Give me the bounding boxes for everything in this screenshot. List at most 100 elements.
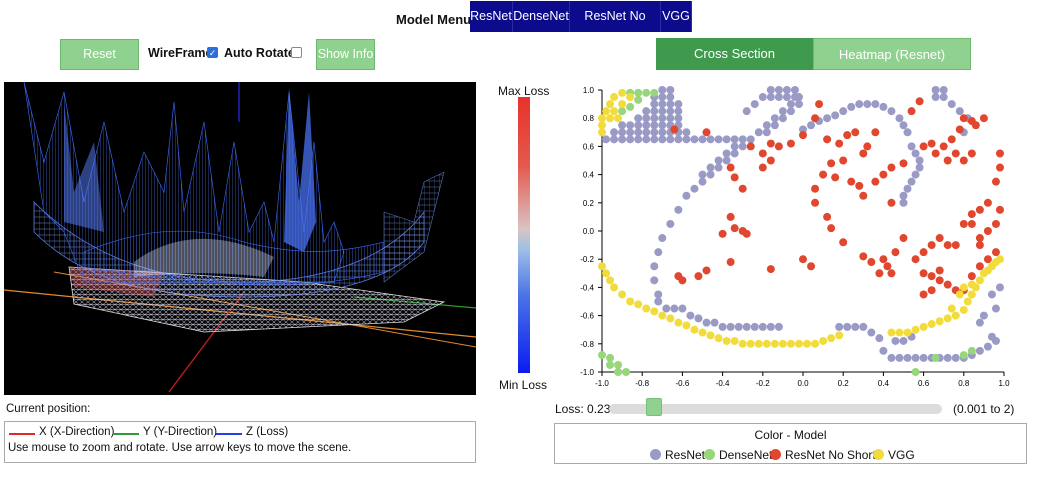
point-resnet xyxy=(987,290,996,299)
point-vgg xyxy=(634,300,643,309)
point-resnet xyxy=(730,135,739,144)
point-resnet xyxy=(722,149,731,158)
point-resnet xyxy=(911,353,920,362)
loss-range-label: (0.001 to 2) xyxy=(953,402,1015,416)
point-vgg xyxy=(835,331,844,340)
loss-surface-3d-view[interactable] xyxy=(4,82,476,395)
point-resnet xyxy=(979,311,988,320)
wireframe-checkbox[interactable]: ✓ xyxy=(207,47,218,58)
model-vgg-button[interactable]: VGG xyxy=(661,1,692,32)
point-vgg xyxy=(911,325,920,334)
auto-rotate-checkbox[interactable] xyxy=(291,47,302,58)
point-resnet-no-short xyxy=(919,142,928,151)
point-resnet xyxy=(674,100,683,109)
model-resnet-no-short-button[interactable]: ResNet No Short xyxy=(570,1,661,54)
axis-info-box: X (X-Direction) Y (Y-Direction) Z (Loss)… xyxy=(4,421,476,463)
point-resnet xyxy=(947,100,956,109)
point-resnet xyxy=(951,353,960,362)
point-resnet xyxy=(774,86,783,94)
point-resnet-no-short xyxy=(991,219,1000,228)
point-resnet xyxy=(666,135,675,144)
point-vgg xyxy=(819,336,828,345)
point-vgg xyxy=(598,121,606,130)
tab-cross-section[interactable]: Cross Section xyxy=(656,38,813,70)
point-vgg xyxy=(626,93,635,102)
point-vgg xyxy=(610,93,619,102)
y-tick-label: 1.0 xyxy=(583,86,595,95)
point-resnet-no-short xyxy=(983,198,992,207)
point-resnet xyxy=(799,125,807,134)
point-resnet-no-short xyxy=(995,205,1004,214)
point-resnet-no-short xyxy=(839,238,848,247)
point-densenet xyxy=(614,360,623,369)
point-resnet xyxy=(790,86,799,94)
point-resnet xyxy=(931,86,940,94)
tab-heatmap-resnet[interactable]: Heatmap (Resnet) xyxy=(813,38,971,70)
point-resnet xyxy=(839,107,848,116)
x-tick-label: -0.8 xyxy=(635,379,649,388)
point-vgg xyxy=(650,307,659,316)
point-resnet-no-short xyxy=(730,224,739,233)
point-vgg xyxy=(975,276,984,285)
point-resnet xyxy=(738,135,747,144)
point-resnet-no-short xyxy=(927,139,936,148)
point-resnet-no-short xyxy=(871,128,880,137)
point-resnet-no-short xyxy=(766,139,775,148)
point-resnet-no-short xyxy=(827,224,836,233)
point-resnet-no-short xyxy=(879,255,888,264)
point-resnet xyxy=(650,262,659,271)
point-resnet-no-short xyxy=(819,170,828,179)
point-resnet-no-short xyxy=(935,234,944,243)
reset-camera-button[interactable]: Reset Camera xyxy=(60,39,139,90)
show-info-button[interactable]: Show Info xyxy=(316,39,375,70)
point-resnet-no-short xyxy=(702,266,711,275)
point-resnet-no-short xyxy=(823,135,832,144)
point-resnet-no-short xyxy=(943,280,952,289)
legend-densenet-label: DenseNet xyxy=(719,448,773,462)
point-resnet xyxy=(674,205,683,214)
point-resnet xyxy=(730,149,739,158)
point-resnet xyxy=(650,276,659,285)
y-tick-label: -0.6 xyxy=(580,312,594,321)
point-vgg xyxy=(618,100,627,109)
loss-slider-handle[interactable] xyxy=(646,398,662,416)
point-resnet xyxy=(786,107,795,116)
point-resnet xyxy=(778,114,787,123)
point-resnet xyxy=(698,170,707,179)
point-resnet xyxy=(786,100,795,109)
point-resnet xyxy=(642,114,651,123)
point-resnet-no-short xyxy=(975,205,984,214)
point-resnet xyxy=(658,107,667,116)
point-resnet-no-short xyxy=(959,156,968,165)
point-resnet xyxy=(658,86,667,94)
point-resnet xyxy=(650,114,659,123)
x-tick-label: -0.6 xyxy=(676,379,690,388)
model-densenet-button[interactable]: DenseNet xyxy=(513,1,570,32)
model-color-legend: Color - Model ResNet DenseNet ResNet No … xyxy=(554,423,1027,464)
point-resnet-no-short xyxy=(859,252,868,261)
point-resnet-no-short xyxy=(799,131,807,140)
point-resnet-no-short xyxy=(807,262,816,271)
point-vgg xyxy=(682,321,691,330)
point-resnet xyxy=(847,102,856,111)
point-resnet-no-short xyxy=(931,149,940,158)
loss-slider-track[interactable] xyxy=(609,404,942,414)
point-resnet xyxy=(642,107,651,116)
point-resnet xyxy=(899,198,908,207)
point-resnet xyxy=(871,100,880,109)
point-resnet xyxy=(714,135,723,144)
point-resnet xyxy=(859,322,868,331)
point-resnet-no-short xyxy=(867,258,876,267)
point-resnet-no-short xyxy=(839,156,848,165)
model-resnet-button[interactable]: ResNet xyxy=(470,1,513,32)
point-resnet xyxy=(662,304,671,313)
point-resnet xyxy=(626,135,635,144)
point-resnet-no-short xyxy=(919,248,928,257)
x-axis-swatch xyxy=(9,433,35,435)
point-resnet xyxy=(658,234,667,243)
point-resnet-no-short xyxy=(915,97,924,106)
point-resnet-no-short xyxy=(766,156,775,165)
point-resnet-no-short xyxy=(799,255,807,264)
point-vgg xyxy=(762,339,771,348)
point-vgg xyxy=(903,328,912,337)
